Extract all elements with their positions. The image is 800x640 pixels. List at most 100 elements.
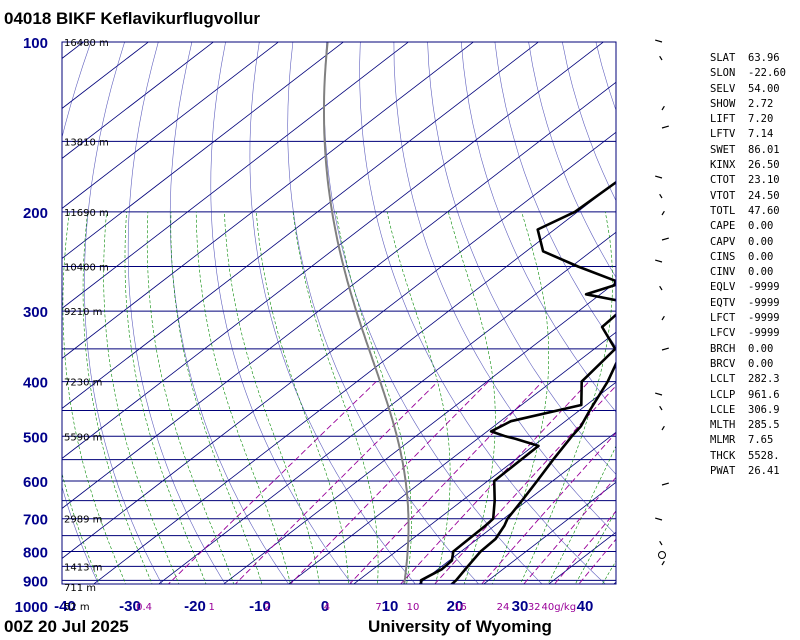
- index-value: 5528.: [748, 449, 780, 462]
- mixing-ratio-line: [234, 381, 439, 584]
- temperature-tick-label: -30: [119, 598, 141, 615]
- index-key: TOTL: [710, 204, 736, 217]
- isotherm-line: [62, 42, 280, 209]
- moist-adiabat-line: [448, 211, 496, 584]
- isotherm-line: [288, 331, 616, 584]
- index-key: LIFT: [710, 113, 736, 126]
- wind-barb: [659, 540, 663, 546]
- index-row: CINS 0.00: [710, 250, 786, 265]
- index-key: VTOT: [710, 189, 736, 202]
- index-value: -9999: [748, 281, 780, 294]
- wind-barb-staff: [661, 560, 665, 566]
- index-key: MLTH: [710, 419, 736, 432]
- moist-adiabat-line: [256, 211, 349, 584]
- moist-adiabat-line: [195, 211, 291, 584]
- moist-adiabat-line: [82, 211, 153, 584]
- temperature-tick-label: 10: [382, 598, 399, 615]
- isotherm-line: [158, 231, 616, 584]
- index-value: 24.50: [748, 189, 780, 202]
- isotherm-line: [483, 481, 616, 584]
- index-key: LFCV: [710, 327, 736, 340]
- chart-title: 04018 BIKF Keflavikurflugvollur: [4, 9, 261, 28]
- index-value: 26.41: [748, 465, 780, 478]
- index-value: -9999: [748, 327, 780, 340]
- index-value: 7.14: [748, 128, 774, 141]
- temperature-tick-label: 30: [512, 598, 529, 615]
- moist-adiabat-line: [170, 211, 263, 584]
- index-value: 282.3: [748, 373, 780, 386]
- dewpoint-profile-line: [419, 180, 616, 584]
- index-row: CAPE 0.00: [710, 219, 786, 234]
- mixing-ratio-line: [289, 381, 489, 584]
- moist-adiabat-line: [224, 211, 320, 584]
- index-key: SHOW: [710, 97, 736, 110]
- wind-barb-staff: [661, 210, 665, 216]
- wind-barb-staff: [659, 540, 663, 546]
- wind-barb-staff: [661, 315, 665, 321]
- wind-barb-staff: [655, 39, 663, 43]
- dry-adiabat-line: [324, 42, 543, 584]
- height-label: 16480 m: [64, 38, 109, 49]
- index-key: LCLT: [710, 373, 736, 386]
- height-label: 1413 m: [64, 562, 102, 573]
- index-key: LFCT: [710, 312, 736, 325]
- index-key: CTOT: [710, 174, 736, 187]
- mixing-ratio-label: 24: [497, 602, 510, 613]
- wind-barb-staff: [655, 259, 663, 263]
- index-key: CAPE: [710, 220, 736, 233]
- isotherm-line: [62, 42, 540, 409]
- dry-adiabat-line: [169, 42, 289, 584]
- index-value: 0.00: [748, 266, 774, 279]
- isotherm-line: [0, 16, 52, 629]
- height-label: 13810 m: [64, 137, 109, 148]
- index-value: -9999: [748, 312, 780, 325]
- index-key: LFTV: [710, 128, 736, 141]
- temperature-tick-label: -10: [249, 598, 271, 615]
- mixing-ratio-label: 10: [407, 602, 420, 613]
- wind-barb: [661, 560, 665, 566]
- dry-adiabat-line: [62, 42, 99, 584]
- wind-barb-staff: [659, 193, 663, 199]
- isotherm-line: [62, 81, 616, 509]
- height-label: 711 m: [64, 583, 96, 594]
- wind-barb: [655, 39, 663, 43]
- index-row: LFTV 7.14: [710, 127, 786, 142]
- isotherm-line: [62, 42, 85, 59]
- index-row: EQLV -9999: [710, 280, 786, 295]
- index-row: BRCH 0.00: [710, 342, 786, 357]
- mixing-ratio-label: 4: [324, 602, 330, 613]
- height-label: 7230 m: [64, 378, 102, 389]
- wind-barb-staff: [661, 482, 669, 486]
- dry-adiabat-line: [787, 16, 800, 629]
- index-row: LCLT 282.3: [710, 372, 786, 387]
- wind-barb: [655, 259, 663, 263]
- index-key: THCK: [710, 449, 736, 462]
- isotherm-line: [62, 42, 215, 159]
- wind-barb: [655, 517, 663, 521]
- pressure-tick-label: 600: [23, 474, 48, 491]
- mixing-ratio-line: [167, 381, 377, 584]
- wind-barb-staff: [661, 237, 669, 241]
- calm-wind-circle: [658, 551, 666, 559]
- plot-frame: [61, 41, 617, 585]
- index-value: 86.01: [748, 143, 780, 156]
- isotherm-line: [223, 281, 616, 584]
- index-row: LFCV -9999: [710, 326, 786, 341]
- index-value: 7.20: [748, 113, 774, 126]
- wind-barb: [661, 347, 669, 351]
- mixing-ratio-label: 1: [208, 602, 214, 613]
- pressure-tick-label: 300: [23, 304, 48, 321]
- index-key: LCLP: [710, 388, 736, 401]
- mixing-ratio-line: [523, 476, 616, 584]
- dry-adiabat-line: [0, 16, 68, 629]
- index-value: 961.6: [748, 388, 780, 401]
- index-row: KINX 26.50: [710, 158, 786, 173]
- index-value: -22.60: [748, 67, 786, 80]
- wind-barb: [661, 482, 669, 486]
- temperature-tick-label: -40: [54, 598, 76, 615]
- mixing-ratio-label: 16: [454, 602, 467, 613]
- index-value: 0.00: [748, 342, 774, 355]
- index-key: SLAT: [710, 52, 736, 64]
- index-value: 0.00: [748, 235, 774, 248]
- mixing-ratio-label: 40g/kg: [541, 602, 576, 613]
